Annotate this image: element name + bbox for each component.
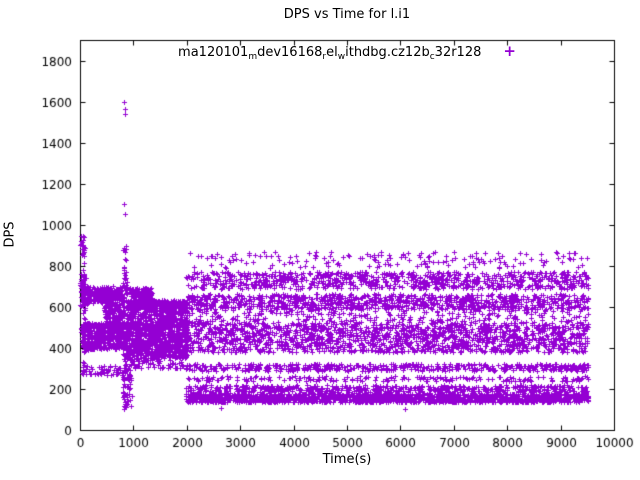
legend-text-segment: 32r128 [434,45,482,60]
legend-text-segment: dev16168 [257,45,323,60]
legend-text-segment: c [429,52,435,62]
legend: ma120101mdev16168relwithdbg.cz12bc32r128… [80,42,614,63]
y-axis-label: DPS [2,221,18,248]
x-axis-label: Time(s) [322,452,372,467]
legend-text-segment: ithdbg.cz12b [345,45,430,60]
legend-text-segment: el [326,45,338,60]
legend-text-segment: r [322,52,327,62]
legend-text-segment: m [248,52,258,62]
chart-title: DPS vs Time for l.i1 [283,7,411,22]
legend-entry-label: ma120101mdev16168relwithdbg.cz12bc32r128 [178,45,481,62]
legend-text-segment: ma120101 [178,45,249,60]
legend-text-segment: w [337,52,346,62]
legend-plus-marker-icon: + [503,42,516,60]
